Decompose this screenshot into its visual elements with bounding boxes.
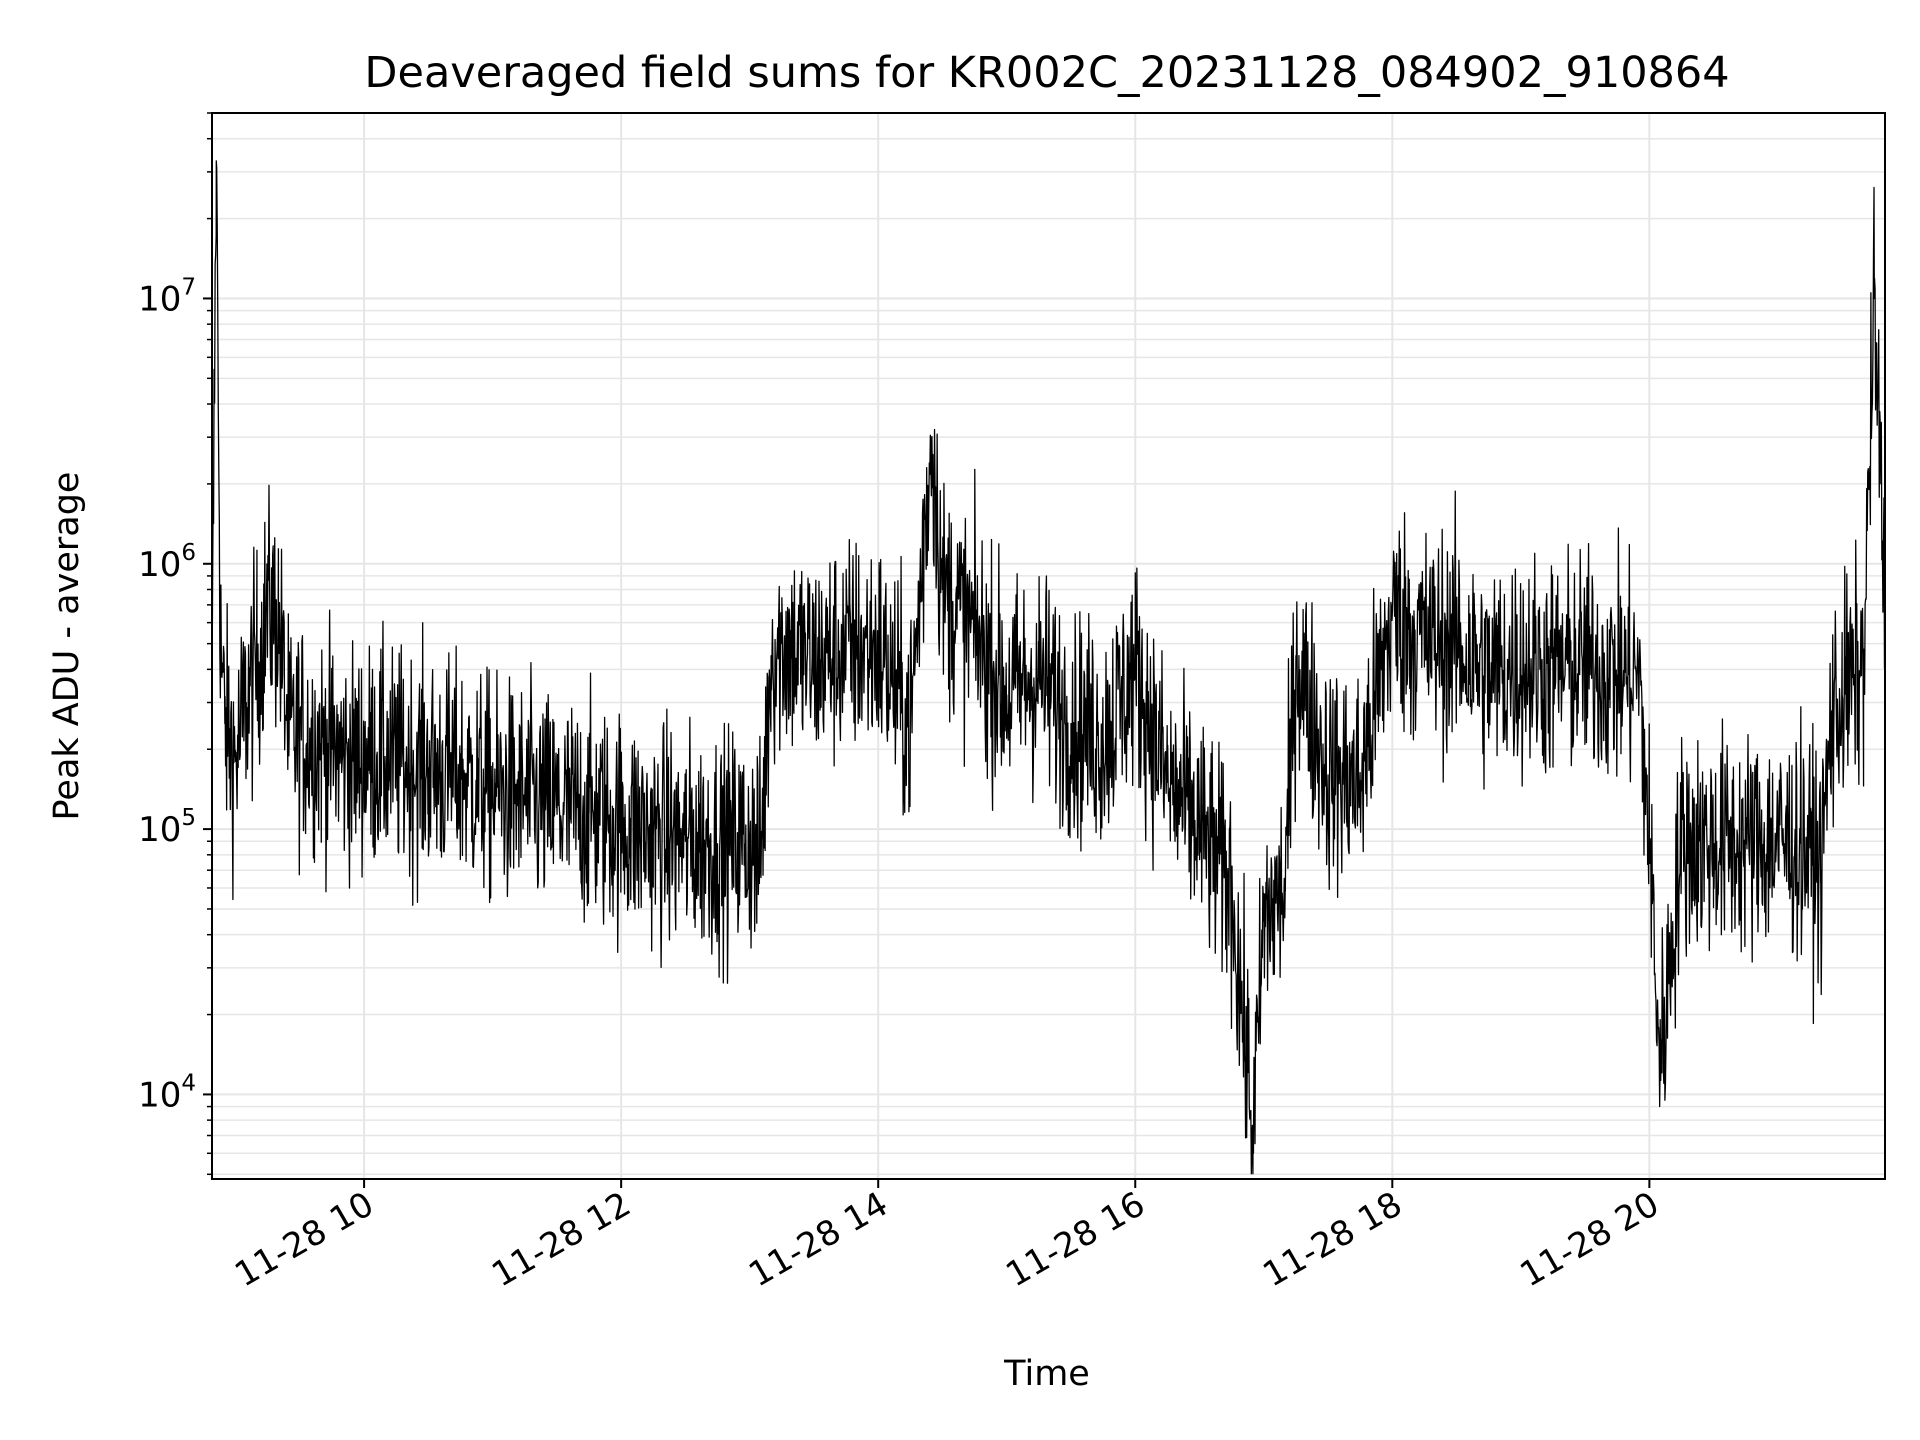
series-line: [211, 160, 1886, 1175]
y-tick-label: 107: [138, 274, 196, 319]
y-tick-label: 104: [138, 1070, 196, 1115]
grid: [212, 112, 1885, 1179]
plot-area: [211, 160, 1886, 1175]
y-tick-label: 105: [138, 805, 196, 850]
x-axis-label: Time: [1003, 1354, 1090, 1394]
chart-title: Deaveraged field sums for KR002C_2023112…: [364, 48, 1729, 98]
y-tick-label: 106: [138, 540, 196, 585]
plot-frame: [211, 112, 1886, 1180]
y-axis: 104 105 106 107: [138, 112, 212, 1176]
y-axis-label: Peak ADU - average: [47, 472, 87, 821]
